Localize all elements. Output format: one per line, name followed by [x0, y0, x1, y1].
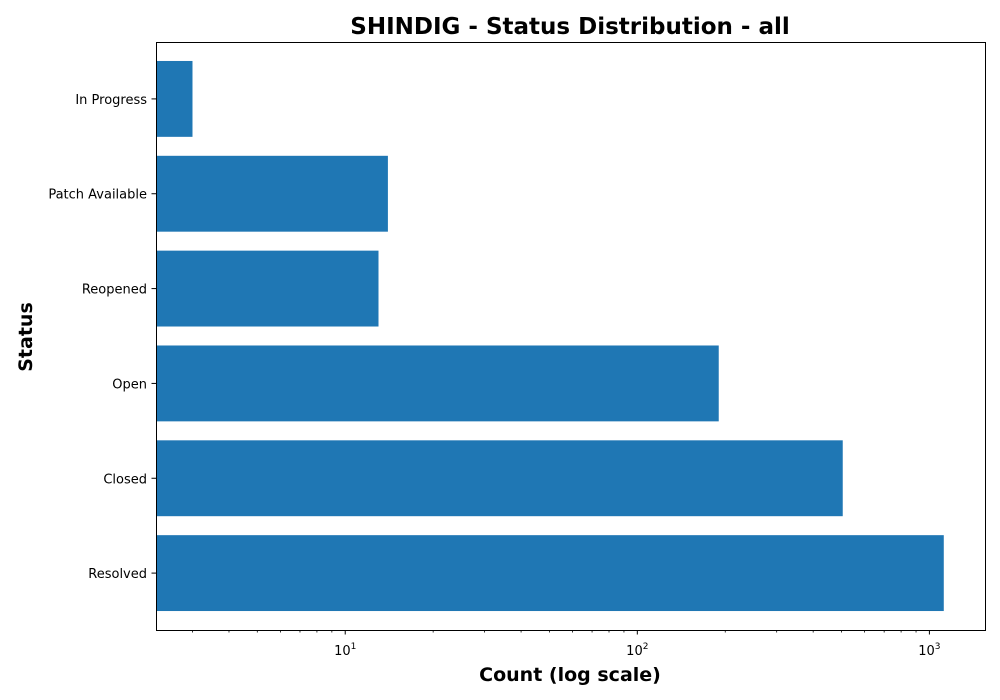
bars-group	[156, 60, 944, 612]
x-axis-label: Count (log scale)	[479, 664, 661, 686]
bar-patch-available	[156, 155, 388, 232]
bar-resolved	[156, 535, 944, 612]
y-tick-label: In Progress	[75, 93, 147, 108]
plot-area-frame	[156, 42, 986, 631]
x-tick-label: 102	[626, 642, 648, 659]
x-tick-label: 101	[334, 642, 356, 659]
chart-title: SHINDIG - Status Distribution - all	[350, 14, 789, 40]
x-tick-label: 103	[918, 642, 940, 659]
x-tick-label-exponent: 2	[643, 642, 649, 652]
x-tick-label-base: 10	[626, 644, 643, 659]
bar-open	[156, 345, 719, 422]
ticks-group: Resolved Closed Open Reopened Patch Availabl…	[48, 93, 940, 659]
y-tick-label: Patch Available	[48, 188, 147, 203]
x-tick-label-exponent: 1	[351, 642, 357, 652]
y-tick-label: Open	[112, 377, 147, 392]
x-tick-label-base: 10	[918, 644, 935, 659]
y-tick-label: Closed	[103, 472, 147, 487]
y-axis-label: Status	[15, 302, 37, 372]
bar-reopened	[156, 250, 379, 327]
x-tick-label-exponent: 3	[935, 642, 941, 652]
bar-in-progress	[156, 60, 193, 137]
y-tick-label: Reopened	[82, 283, 147, 298]
bar-closed	[156, 440, 843, 517]
y-tick-label: Resolved	[88, 567, 147, 582]
x-tick-label-base: 10	[334, 644, 351, 659]
